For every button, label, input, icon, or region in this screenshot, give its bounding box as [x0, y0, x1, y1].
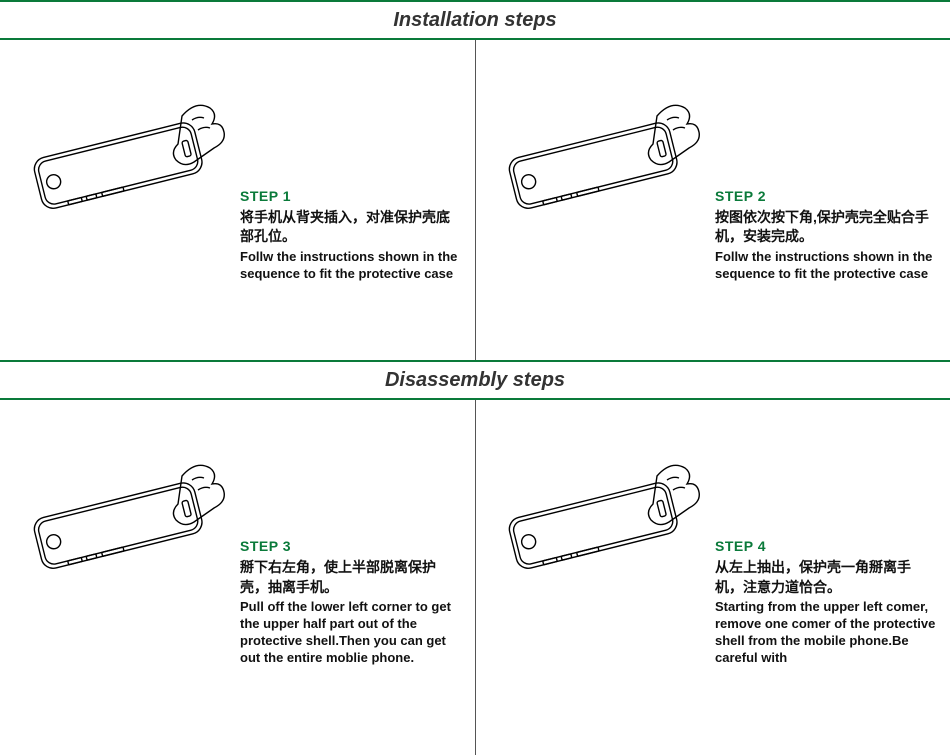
illustration-step-2 — [489, 68, 709, 248]
cell-step-2: STEP 2 按图依次按下角,保护壳完全贴合手机，安装完成。 Follw the… — [475, 40, 950, 360]
phone-hand-icon — [14, 428, 234, 608]
step-desc-en: Follw the instructions shown in the sequ… — [715, 249, 936, 283]
step-label: STEP 4 — [715, 538, 936, 554]
text-step-1: STEP 1 将手机从背夹插入，对准保护壳底部孔位。 Follw the ins… — [240, 118, 461, 283]
illustration-step-4 — [489, 428, 709, 608]
step-desc-cn: 掰下右左角，使上半部脱离保护壳，抽离手机。 — [240, 558, 461, 597]
step-desc-en: Pull off the lower left corner to get th… — [240, 599, 461, 667]
row-disassemble: STEP 3 掰下右左角，使上半部脱离保护壳，抽离手机。 Pull off th… — [0, 400, 950, 755]
step-label: STEP 3 — [240, 538, 461, 554]
cell-step-1: STEP 1 将手机从背夹插入，对准保护壳底部孔位。 Follw the ins… — [0, 40, 475, 360]
step-desc-cn: 从左上抽出，保护壳一角掰离手机，注意力道恰合。 — [715, 558, 936, 597]
step-label: STEP 2 — [715, 188, 936, 204]
illustration-step-1 — [14, 68, 234, 248]
section-header-disassemble: Disassembly steps — [0, 360, 950, 400]
illustration-step-3 — [14, 428, 234, 608]
step-desc-cn: 按图依次按下角,保护壳完全贴合手机，安装完成。 — [715, 208, 936, 247]
section-title: Disassembly steps — [385, 369, 565, 392]
phone-hand-icon — [489, 68, 709, 248]
row-install: STEP 1 将手机从背夹插入，对准保护壳底部孔位。 Follw the ins… — [0, 40, 950, 360]
cell-step-3: STEP 3 掰下右左角，使上半部脱离保护壳，抽离手机。 Pull off th… — [0, 400, 475, 755]
cell-step-4: STEP 4 从左上抽出，保护壳一角掰离手机，注意力道恰合。 Starting … — [475, 400, 950, 755]
section-header-install: Installation steps — [0, 0, 950, 40]
text-step-3: STEP 3 掰下右左角，使上半部脱离保护壳，抽离手机。 Pull off th… — [240, 488, 461, 667]
text-step-4: STEP 4 从左上抽出，保护壳一角掰离手机，注意力道恰合。 Starting … — [715, 488, 936, 667]
section-title: Installation steps — [393, 9, 556, 32]
step-desc-en: Starting from the upper left comer, remo… — [715, 599, 936, 667]
text-step-2: STEP 2 按图依次按下角,保护壳完全贴合手机，安装完成。 Follw the… — [715, 118, 936, 283]
step-desc-cn: 将手机从背夹插入，对准保护壳底部孔位。 — [240, 208, 461, 247]
phone-hand-icon — [489, 428, 709, 608]
step-label: STEP 1 — [240, 188, 461, 204]
phone-hand-icon — [14, 68, 234, 248]
step-desc-en: Follw the instructions shown in the sequ… — [240, 249, 461, 283]
